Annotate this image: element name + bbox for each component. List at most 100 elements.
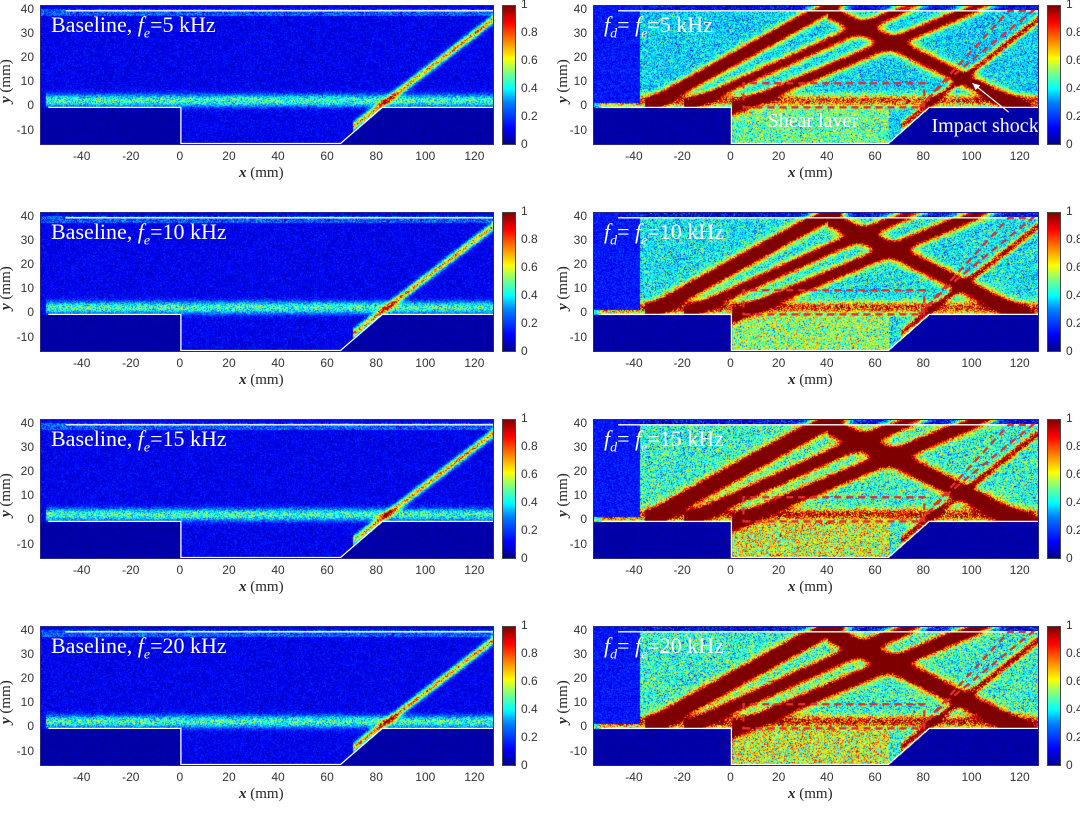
- colorbar-tick-label: 0.8: [521, 25, 538, 39]
- x-tick-label: 100: [415, 563, 436, 577]
- shear-layer-box: [742, 289, 926, 316]
- colorbar-tick-label: 0.2: [521, 109, 538, 123]
- y-tick-label: 10: [20, 281, 34, 296]
- colorbar-tick-label: 0.6: [1066, 260, 1080, 274]
- x-tick-label: 120: [464, 563, 485, 577]
- colorbar: [1047, 212, 1061, 352]
- y-tick-label: -10: [16, 122, 34, 137]
- y-tick-label: 20: [20, 257, 34, 272]
- x-tick-label: 40: [271, 149, 285, 163]
- y-tick-label: 0: [27, 305, 34, 320]
- colorbar-tick-label: 0.4: [521, 702, 538, 716]
- y-tick-label: 30: [20, 232, 34, 247]
- y-axis-label: y (mm): [0, 680, 14, 724]
- x-tick-label: -20: [122, 563, 140, 577]
- colorbar-tick-label: 0: [521, 758, 528, 772]
- x-tick-label: -40: [73, 563, 91, 577]
- y-tick-label: 10: [20, 695, 34, 710]
- y-axis-label: y (mm): [0, 266, 14, 310]
- x-tick-label: 20: [771, 356, 786, 370]
- colorbar-tick-label: 0.6: [521, 260, 538, 274]
- x-tick-label: 40: [271, 356, 285, 370]
- heatmap-plot: Baseline, fe=5 kHz: [40, 5, 494, 145]
- heatmap-plot: fd= fe=10 kHz: [593, 212, 1039, 352]
- y-tick-label: 10: [573, 488, 587, 503]
- x-tick-label: -20: [122, 356, 140, 370]
- heatmap-field: [594, 627, 1038, 765]
- y-tick-label: 10: [573, 281, 587, 296]
- y-tick-label: 40: [20, 208, 34, 223]
- x-tick-label: 40: [271, 563, 285, 577]
- x-tick-label: 80: [369, 770, 383, 784]
- wall-outline: [601, 313, 1038, 351]
- x-tick-label: 0: [727, 563, 734, 577]
- x-tick-label: 60: [868, 770, 882, 784]
- y-tick-label: 10: [573, 695, 587, 710]
- x-axis-label: x (mm): [239, 165, 284, 181]
- wall-outline: [48, 313, 493, 351]
- colorbar-tick-label: 0.6: [1066, 674, 1080, 688]
- x-tick-label: 80: [916, 563, 930, 577]
- heatmap-field: [594, 213, 1038, 351]
- x-tick-label: 40: [271, 770, 285, 784]
- x-tick-label: 120: [464, 770, 485, 784]
- colorbar-tick-label: 0.8: [521, 439, 538, 453]
- y-tick-label: 40: [20, 622, 34, 637]
- y-tick-label: 30: [573, 439, 587, 454]
- x-tick-label: 80: [369, 563, 383, 577]
- panel-label: fd= fe=5 kHz: [604, 12, 713, 42]
- y-axis-label: y (mm): [555, 680, 571, 724]
- colorbar-tick-label: 0.2: [521, 730, 538, 744]
- x-tick-label: -40: [73, 356, 91, 370]
- panel-forced-15: fd= fe=15 kHz 40 30 20 10 0 -10 -40 -20 0 20 40 60 80…: [540, 411, 1080, 619]
- panel-label: Baseline, fe=10 kHz: [51, 219, 227, 249]
- colorbar-tick-label: 0.2: [521, 316, 538, 330]
- colorbar-tick-label: 1: [521, 411, 528, 425]
- wall-outline: [48, 520, 493, 558]
- arrow-head-icon: [972, 83, 981, 91]
- annotation-arrow: [972, 82, 1010, 113]
- colorbar-tick-label: 0.6: [521, 467, 538, 481]
- colorbar-tick-label: 1: [1066, 204, 1073, 218]
- y-tick-label: -10: [569, 122, 587, 137]
- colorbar-tick-label: 1: [521, 204, 528, 218]
- wall-outline: [601, 106, 1038, 144]
- colorbar-tick-label: 0: [1066, 344, 1073, 358]
- panel-forced-10: fd= fe=10 kHz 40 30 20 10 0 -10 -40 -20 0 20 40 60 80…: [540, 204, 1080, 412]
- wall-outline: [601, 727, 1038, 765]
- x-tick-label: 60: [868, 356, 882, 370]
- colorbar: [1047, 626, 1061, 766]
- colorbar-tick-label: 0: [1066, 551, 1073, 565]
- y-tick-label: 40: [573, 622, 587, 637]
- x-tick-label: 100: [415, 356, 436, 370]
- wall-outline: [48, 727, 493, 765]
- x-axis-label: x (mm): [239, 579, 284, 595]
- y-axis-label: y (mm): [0, 473, 14, 517]
- x-tick-label: 80: [916, 356, 930, 370]
- y-tick-label: 30: [573, 232, 587, 247]
- y-tick-label: 0: [27, 512, 34, 527]
- x-tick-label: 60: [868, 563, 882, 577]
- x-tick-label: 0: [727, 149, 734, 163]
- colorbar-tick-label: 0: [521, 551, 528, 565]
- x-tick-label: 100: [961, 149, 982, 163]
- y-tick-label: -10: [16, 329, 34, 344]
- y-tick-label: 0: [27, 98, 34, 113]
- x-tick-label: 100: [415, 149, 436, 163]
- y-tick-label: 20: [573, 50, 587, 65]
- colorbar-tick-label: 1: [1066, 618, 1073, 632]
- colorbar-tick-label: 0.6: [1066, 467, 1080, 481]
- y-tick-label: 0: [580, 305, 587, 320]
- colorbar: [502, 212, 516, 352]
- x-tick-label: 0: [176, 563, 184, 577]
- x-tick-label: 120: [1009, 356, 1030, 370]
- geometry-overlay: [601, 216, 1038, 351]
- colorbar-tick-label: 0: [521, 344, 528, 358]
- y-tick-label: 30: [20, 646, 34, 661]
- colorbar-tick-label: 0.8: [521, 232, 538, 246]
- y-tick-label: 40: [20, 415, 34, 430]
- colorbar-tick-label: 0.2: [521, 523, 538, 537]
- x-tick-label: 20: [771, 770, 786, 784]
- x-tick-label: 80: [369, 149, 383, 163]
- y-tick-label: 0: [27, 719, 34, 734]
